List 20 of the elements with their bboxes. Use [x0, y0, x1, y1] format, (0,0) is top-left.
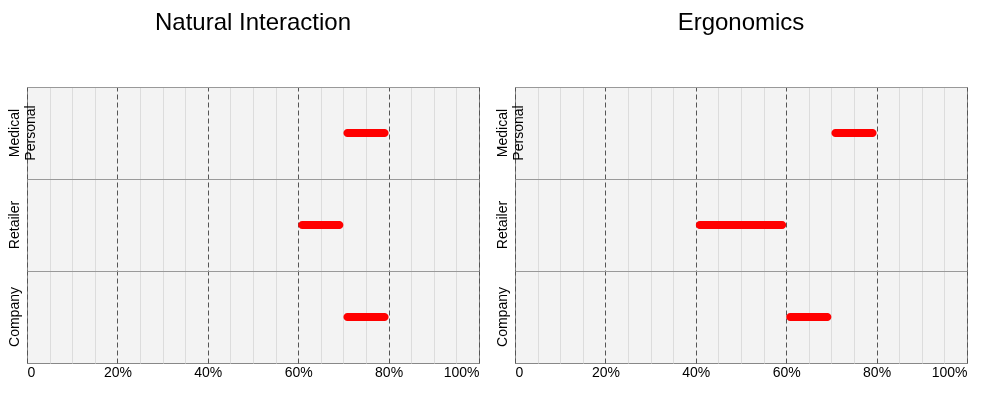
y-tick-label: Company — [493, 287, 510, 347]
x-tick-label: 40% — [682, 363, 711, 380]
x-tick-label: 60% — [772, 363, 801, 380]
x-tick-label: 80% — [863, 363, 892, 380]
x-tick-label: 0 — [515, 363, 524, 380]
chart-title: Ergonomics — [677, 8, 805, 35]
chart-title: Natural Interaction — [154, 8, 352, 35]
y-tick-label: Medical Personal — [493, 105, 526, 161]
y-tick-label: Medical Personal — [5, 105, 38, 161]
x-tick-label: 100% — [443, 363, 480, 380]
y-tick-label: Retailer — [493, 200, 510, 250]
x-tick-label: 20% — [103, 363, 132, 380]
y-tick-label: Retailer — [5, 200, 22, 250]
x-tick-label: 40% — [194, 363, 223, 380]
x-tick-label: 20% — [591, 363, 620, 380]
y-tick-label: Company — [5, 287, 22, 347]
x-tick-label: 100% — [931, 363, 968, 380]
x-tick-label: 0 — [27, 363, 36, 380]
x-tick-label: 80% — [375, 363, 404, 380]
x-tick-label: 60% — [284, 363, 313, 380]
